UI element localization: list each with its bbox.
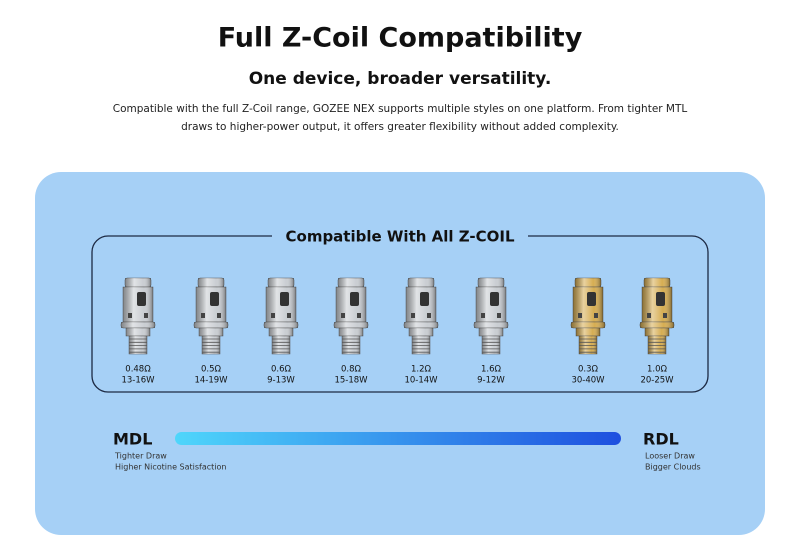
coil-shade	[202, 336, 220, 354]
coil-shade	[121, 322, 155, 328]
coil-resistance: 0.6Ω	[271, 365, 292, 375]
coil-image	[120, 277, 156, 355]
coil-shade	[338, 278, 364, 287]
coil-window	[350, 292, 359, 306]
coil-wattage: 10-14W	[404, 376, 438, 386]
coil-shade	[576, 328, 600, 336]
coil-resistance: 0.48Ω	[125, 365, 151, 375]
coil-shade	[474, 322, 508, 328]
coil-slot	[128, 313, 132, 318]
coil-shade	[409, 328, 433, 336]
coil-image	[333, 277, 369, 355]
coil-shade	[412, 336, 430, 354]
coil-window	[656, 292, 665, 306]
coil-wattage: 14-19W	[194, 376, 228, 386]
coil-slot	[201, 313, 205, 318]
coil-resistance: 1.6Ω	[481, 365, 502, 375]
coil-slot	[144, 313, 148, 318]
coil-wattage: 9-13W	[267, 376, 295, 386]
coil-shade	[129, 336, 147, 354]
coil-shade	[269, 328, 293, 336]
coil-window	[210, 292, 219, 306]
coil-slot	[427, 313, 431, 318]
description-line: draws to higher-power output, it offers …	[181, 121, 619, 133]
coil-wattage: 15-18W	[334, 376, 368, 386]
coil-window	[137, 292, 146, 306]
coil-slot	[411, 313, 415, 318]
coil-shade	[268, 278, 294, 287]
coil-wattage: 9-12W	[477, 376, 505, 386]
description-line: Compatible with the full Z-Coil range, G…	[113, 103, 688, 115]
coil-image	[473, 277, 509, 355]
title: Full Z-Coil Compatibility	[218, 23, 583, 54]
coil-shade	[272, 336, 290, 354]
coil-resistance: 1.2Ω	[411, 365, 432, 375]
coil-resistance: 0.5Ω	[201, 365, 222, 375]
coil-shade	[571, 322, 605, 328]
coil-wattage: 30-40W	[571, 376, 605, 386]
scale-left-line: Higher Nicotine Satisfaction	[115, 463, 226, 472]
coil-shade	[648, 336, 666, 354]
coil-image	[639, 277, 675, 355]
coil-slot	[341, 313, 345, 318]
coil-shade	[408, 278, 434, 287]
coil-shade	[644, 278, 670, 287]
scale-right-line: Bigger Clouds	[645, 463, 701, 472]
scale-right-label: RDL	[643, 430, 679, 449]
scale-left-line: Tighter Draw	[114, 452, 167, 461]
coil-slot	[287, 313, 291, 318]
coil-resistance: 0.8Ω	[341, 365, 362, 375]
coil-wattage: 20-25W	[640, 376, 674, 386]
coil-shade	[199, 328, 223, 336]
coil-image	[193, 277, 229, 355]
coil-wattage: 13-16W	[121, 376, 155, 386]
coil-image	[570, 277, 606, 355]
coil-slot	[663, 313, 667, 318]
coil-shade	[194, 322, 228, 328]
coil-slot	[271, 313, 275, 318]
coil-shade	[334, 322, 368, 328]
coil-image	[403, 277, 439, 355]
coil-shade	[404, 322, 438, 328]
coil-slot	[594, 313, 598, 318]
coil-resistance: 0.3Ω	[578, 365, 599, 375]
coil-shade	[339, 328, 363, 336]
coil-shade	[125, 278, 151, 287]
coil-slot	[647, 313, 651, 318]
coil-shade	[482, 336, 500, 354]
coil-shade	[198, 278, 224, 287]
coil-window	[280, 292, 289, 306]
coil-shade	[126, 328, 150, 336]
coil-slot	[357, 313, 361, 318]
coil-window	[420, 292, 429, 306]
coil-shade	[342, 336, 360, 354]
coil-slot	[217, 313, 221, 318]
subtitle: One device, broader versatility.	[249, 69, 552, 89]
coil-window	[587, 292, 596, 306]
coil-window	[490, 292, 499, 306]
scale-bar	[175, 432, 621, 445]
coil-resistance: 1.0Ω	[647, 365, 668, 375]
scale-left-label: MDL	[113, 430, 152, 449]
coil-image	[263, 277, 299, 355]
coil-shade	[479, 328, 503, 336]
coil-shade	[575, 278, 601, 287]
coil-shade	[645, 328, 669, 336]
coil-shade	[579, 336, 597, 354]
heading-mask	[272, 226, 528, 248]
scale-right-line: Looser Draw	[645, 452, 695, 461]
coil-shade	[640, 322, 674, 328]
panel-heading: Compatible With All Z-COIL	[286, 228, 515, 246]
coil-shade	[478, 278, 504, 287]
coil-slot	[578, 313, 582, 318]
coil-slot	[497, 313, 501, 318]
coil-slot	[481, 313, 485, 318]
coil-shade	[264, 322, 298, 328]
